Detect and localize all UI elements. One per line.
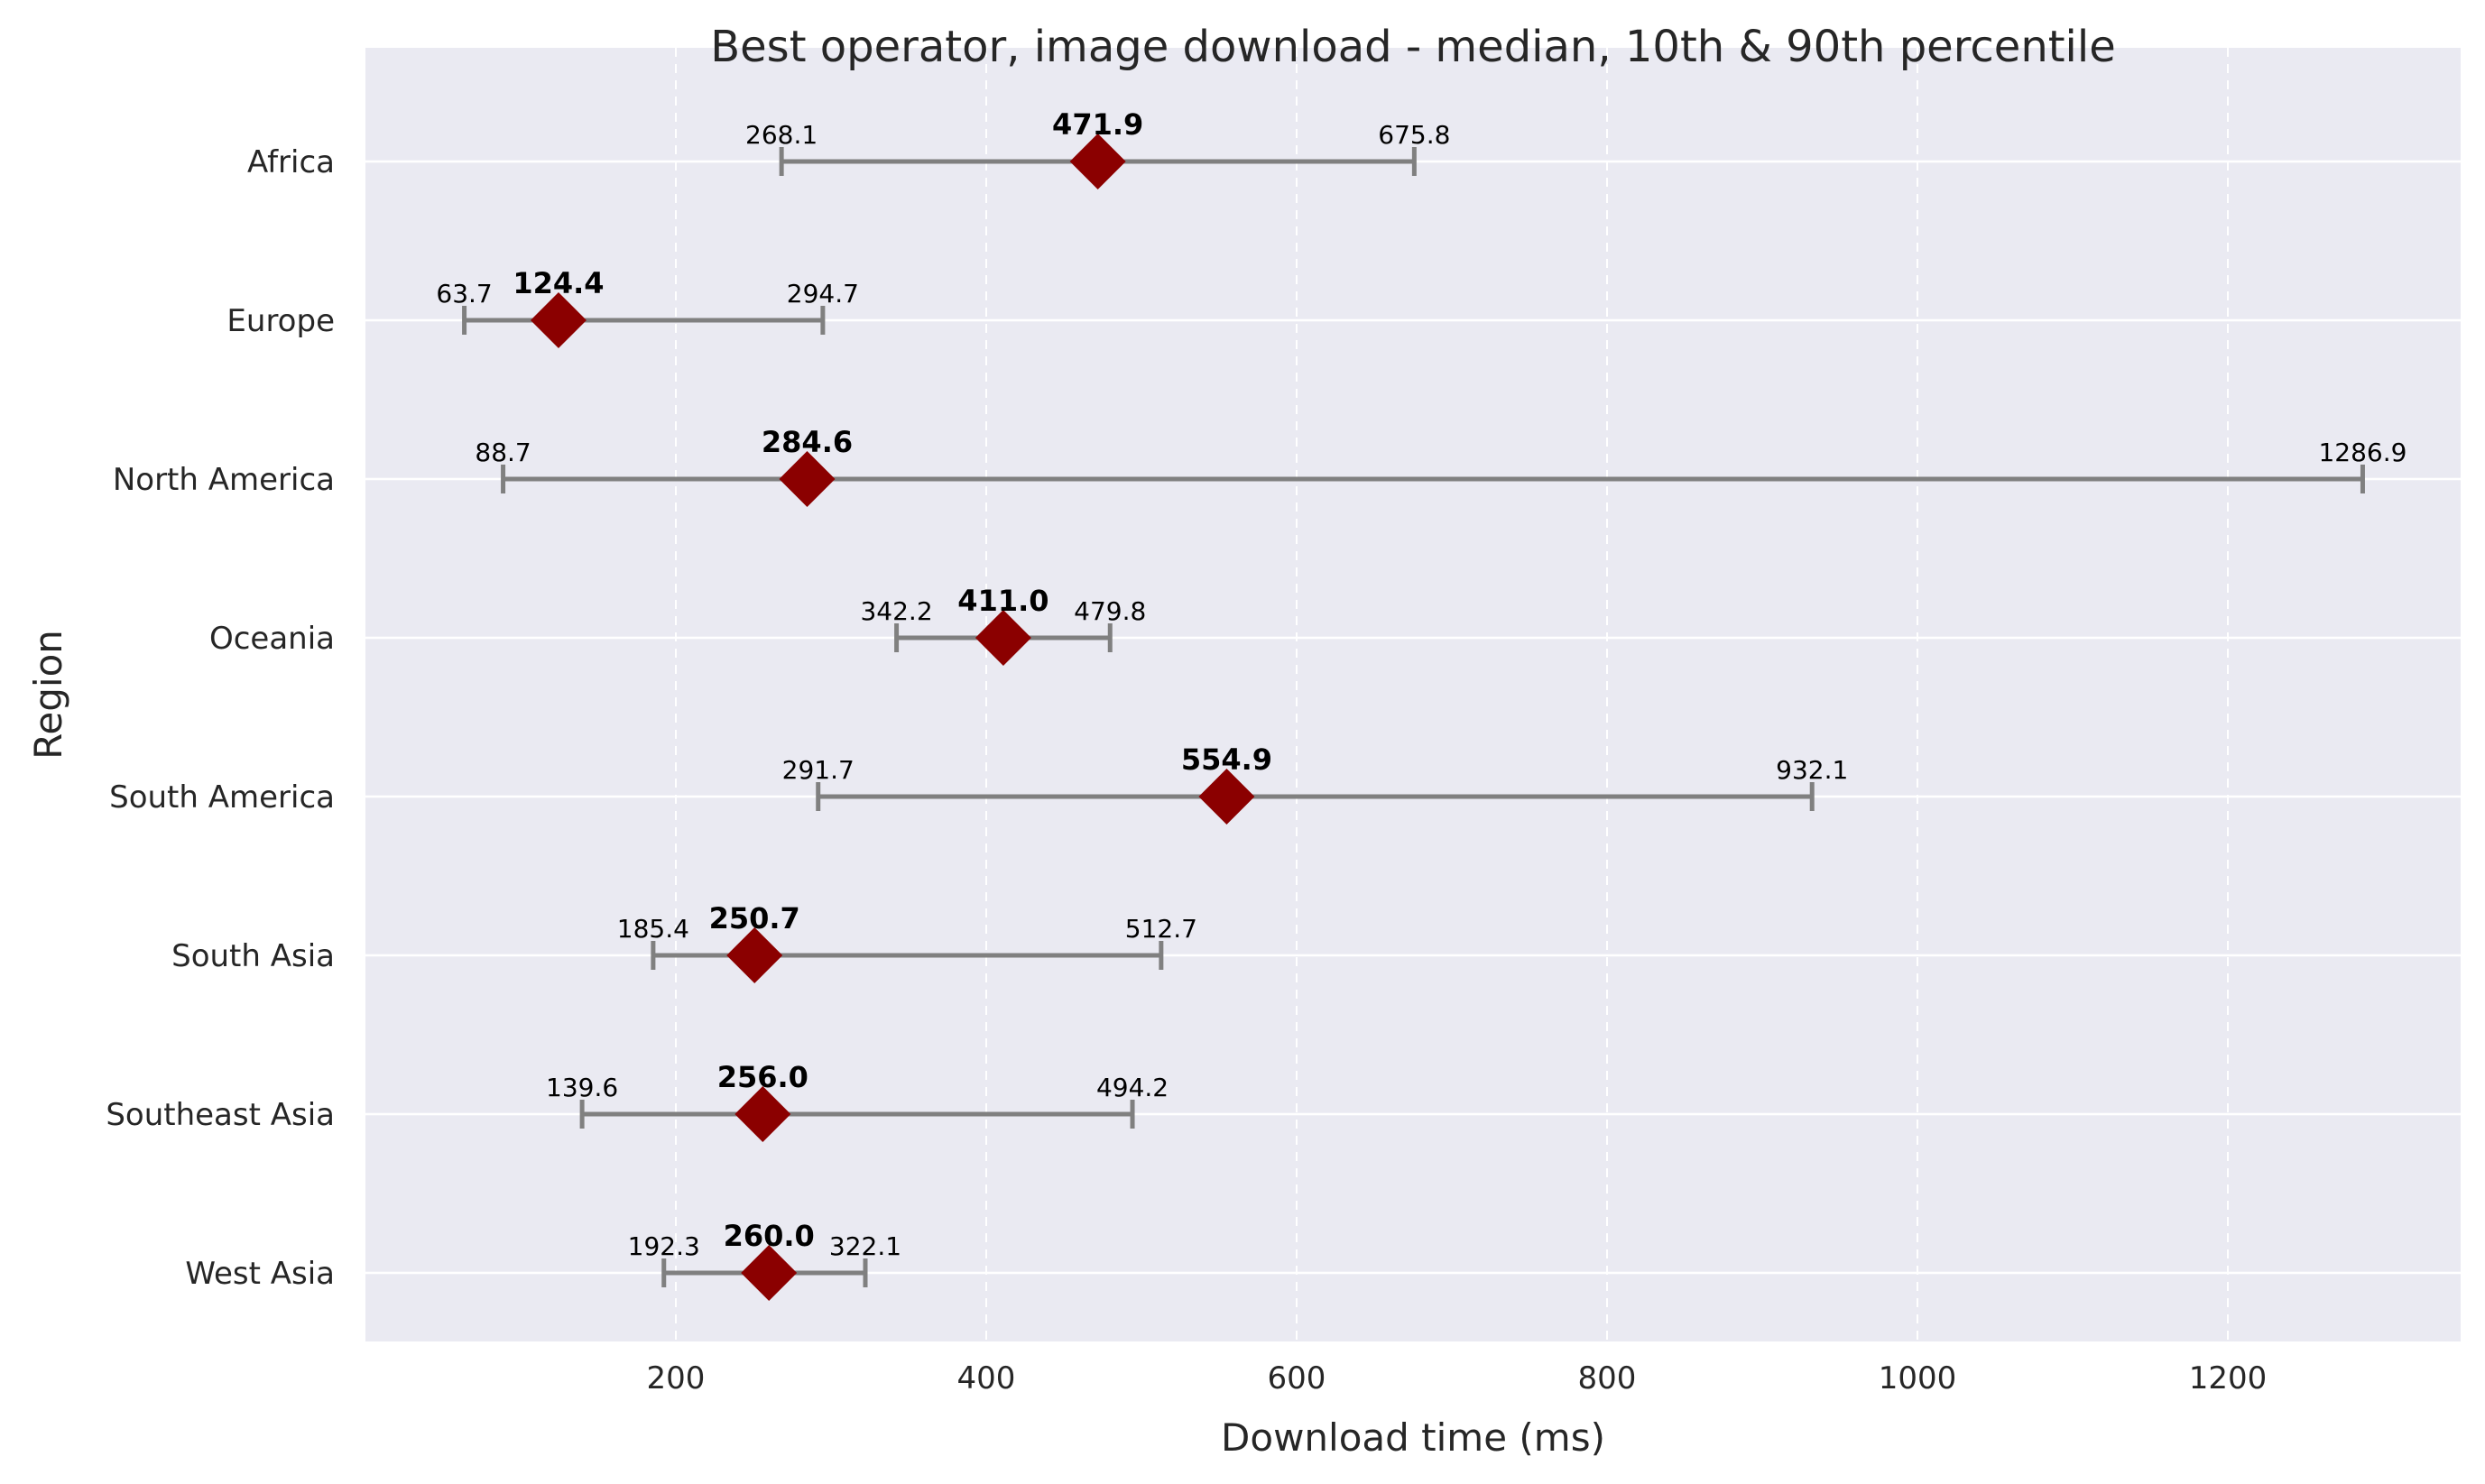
p90-value-label: 294.7 — [787, 279, 859, 309]
median-marker — [726, 927, 783, 983]
median-value-label: 471.9 — [1052, 107, 1143, 142]
median-marker — [779, 451, 836, 507]
x-tick-label: 200 — [647, 1360, 706, 1396]
p90-value-label: 675.8 — [1378, 120, 1450, 150]
x-tick-label: 400 — [957, 1360, 1016, 1396]
x-tick-label: 800 — [1578, 1360, 1637, 1396]
p10-value-label: 139.6 — [546, 1073, 618, 1102]
p10-value-label: 192.3 — [628, 1231, 700, 1261]
median-marker — [1069, 134, 1126, 189]
p10-value-label: 185.4 — [617, 914, 689, 944]
y-tick-label: Africa — [247, 144, 335, 180]
p90-value-label: 932.1 — [1776, 755, 1848, 785]
x-axis-label: Download time (ms) — [1221, 1415, 1605, 1460]
value-labels: 471.9 268.1 675.8 124.4 63.7 294.7 284.6 88.7 12… — [436, 107, 2406, 1261]
p10-value-label: 88.7 — [475, 438, 531, 467]
median-marker — [975, 610, 1031, 666]
p10-value-label: 342.2 — [860, 596, 932, 626]
median-marker — [530, 292, 587, 348]
median-value-label: 554.9 — [1181, 742, 1272, 777]
median-value-label: 284.6 — [762, 425, 853, 459]
x-tick-label: 1000 — [1879, 1360, 1957, 1396]
y-tick-label: North America — [113, 462, 335, 498]
p10-value-label: 291.7 — [782, 755, 855, 785]
y-tick-label: Oceania — [209, 621, 335, 657]
median-marker — [741, 1245, 798, 1301]
median-value-label: 260.0 — [724, 1219, 815, 1253]
p90-value-label: 512.7 — [1125, 914, 1197, 944]
chart-title: Best operator, image download - median, … — [710, 22, 2116, 72]
axis-ticks: 200 400 600 800 1000 1200 Africa Europe North Am… — [106, 144, 2267, 1396]
median-marker — [734, 1086, 791, 1142]
median-markers — [530, 134, 1255, 1301]
median-marker — [1198, 769, 1255, 825]
median-value-label: 411.0 — [957, 584, 1049, 618]
y-axis-label: Region — [26, 630, 70, 760]
median-value-label: 256.0 — [717, 1060, 808, 1094]
x-tick-label: 1200 — [2189, 1360, 2268, 1396]
x-tick-label: 600 — [1268, 1360, 1326, 1396]
y-tick-label: South Asia — [171, 938, 335, 974]
p10-value-label: 63.7 — [436, 279, 492, 309]
y-tick-label: South America — [109, 779, 335, 816]
y-tick-label: Europe — [226, 303, 335, 339]
y-tick-label: West Asia — [185, 1256, 335, 1292]
y-tick-label: Southeast Asia — [106, 1097, 335, 1133]
p10-value-label: 268.1 — [745, 120, 818, 150]
median-value-label: 124.4 — [513, 266, 604, 300]
plot-area — [365, 48, 2461, 1341]
p90-value-label: 479.8 — [1074, 596, 1146, 626]
p90-value-label: 322.1 — [829, 1231, 901, 1261]
p90-value-label: 494.2 — [1096, 1073, 1169, 1102]
p90-value-label: 1286.9 — [2318, 438, 2406, 467]
median-value-label: 250.7 — [709, 901, 800, 936]
